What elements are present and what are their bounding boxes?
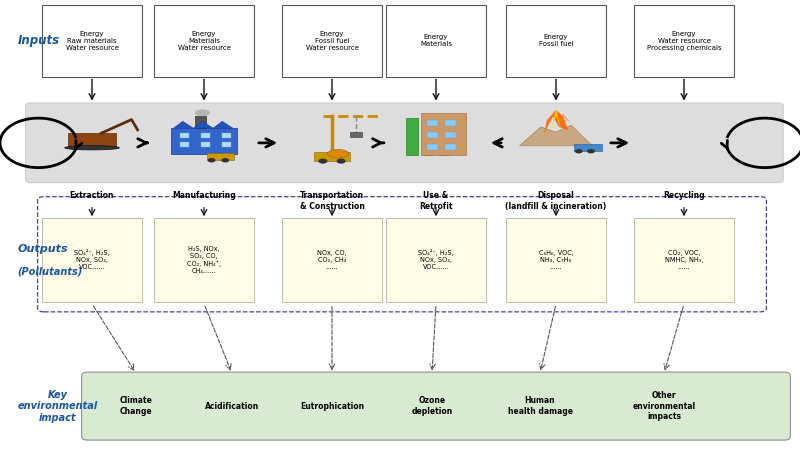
FancyBboxPatch shape xyxy=(386,218,486,302)
Polygon shape xyxy=(551,108,561,130)
Text: Energy
Materials
Water resource: Energy Materials Water resource xyxy=(178,31,230,50)
FancyBboxPatch shape xyxy=(180,142,189,147)
FancyBboxPatch shape xyxy=(445,121,456,126)
Text: Inputs: Inputs xyxy=(18,34,60,47)
FancyBboxPatch shape xyxy=(154,4,254,76)
FancyBboxPatch shape xyxy=(154,218,254,302)
FancyBboxPatch shape xyxy=(282,4,382,76)
Ellipse shape xyxy=(327,149,349,158)
Text: Human
health damage: Human health damage xyxy=(507,396,573,416)
FancyBboxPatch shape xyxy=(222,133,231,139)
FancyBboxPatch shape xyxy=(445,132,456,139)
FancyBboxPatch shape xyxy=(427,144,438,150)
Polygon shape xyxy=(519,125,593,146)
FancyBboxPatch shape xyxy=(439,118,451,156)
FancyBboxPatch shape xyxy=(506,4,606,76)
FancyBboxPatch shape xyxy=(201,142,210,147)
Circle shape xyxy=(587,149,595,153)
FancyBboxPatch shape xyxy=(222,142,231,147)
Text: Climate
Change: Climate Change xyxy=(119,396,153,416)
Ellipse shape xyxy=(195,109,210,116)
FancyBboxPatch shape xyxy=(170,128,238,154)
Text: C₆H₆, VOC,
NH₃, C₇H₈
......: C₆H₆, VOC, NH₃, C₇H₈ ...... xyxy=(538,250,574,270)
Text: Energy
Materials: Energy Materials xyxy=(420,34,452,47)
FancyBboxPatch shape xyxy=(445,144,456,150)
Polygon shape xyxy=(194,121,213,128)
Polygon shape xyxy=(174,121,194,128)
Circle shape xyxy=(208,158,215,162)
FancyBboxPatch shape xyxy=(26,103,783,183)
Circle shape xyxy=(337,158,346,164)
Text: SO₄²⁻, H₂S,
NOx, SO₂,
VOC......: SO₄²⁻, H₂S, NOx, SO₂, VOC...... xyxy=(74,249,110,270)
Text: Energy
Raw materials
Water resource: Energy Raw materials Water resource xyxy=(66,31,118,50)
Text: Use &
Retrofit: Use & Retrofit xyxy=(419,191,453,211)
Circle shape xyxy=(318,158,327,164)
Polygon shape xyxy=(213,121,233,128)
Text: Manufacturing: Manufacturing xyxy=(172,191,236,200)
FancyBboxPatch shape xyxy=(282,218,382,302)
FancyBboxPatch shape xyxy=(314,152,350,161)
FancyBboxPatch shape xyxy=(42,218,142,302)
FancyBboxPatch shape xyxy=(82,372,790,440)
Circle shape xyxy=(222,158,230,162)
FancyBboxPatch shape xyxy=(421,113,466,156)
Text: NOx, CO,
CO₂, CH₄
......: NOx, CO, CO₂, CH₄ ...... xyxy=(317,250,347,270)
Text: Energy
Water resource
Processing chemicals: Energy Water resource Processing chemica… xyxy=(646,31,722,50)
Text: Energy
Fossil fuel
Water resource: Energy Fossil fuel Water resource xyxy=(306,31,358,50)
Circle shape xyxy=(575,149,582,153)
Text: CO₂, VOC,
NMHC, NH₃,
......: CO₂, VOC, NMHC, NH₃, ...... xyxy=(665,250,703,270)
FancyBboxPatch shape xyxy=(201,133,210,139)
FancyBboxPatch shape xyxy=(350,132,362,137)
FancyBboxPatch shape xyxy=(427,132,438,139)
Text: Disposal
(landfill & incineration): Disposal (landfill & incineration) xyxy=(506,191,606,211)
Text: Recycling: Recycling xyxy=(663,191,705,200)
Text: Eutrophication: Eutrophication xyxy=(300,401,364,410)
FancyBboxPatch shape xyxy=(207,153,234,160)
Text: Energy
Fossil fuel: Energy Fossil fuel xyxy=(538,34,574,47)
FancyBboxPatch shape xyxy=(180,133,189,139)
Text: Extraction: Extraction xyxy=(70,191,114,200)
FancyBboxPatch shape xyxy=(42,4,142,76)
Text: Other
environmental
impacts: Other environmental impacts xyxy=(633,391,695,421)
FancyBboxPatch shape xyxy=(422,118,434,156)
FancyBboxPatch shape xyxy=(386,4,486,76)
Text: H₂S, NOx,
SO₂, CO,
CO₂, NH₄⁺,
CH₄......: H₂S, NOx, SO₂, CO, CO₂, NH₄⁺, CH₄...... xyxy=(187,246,221,274)
FancyBboxPatch shape xyxy=(506,218,606,302)
Text: Acidification: Acidification xyxy=(205,401,259,410)
FancyBboxPatch shape xyxy=(195,116,206,128)
Text: Key
environmental
impact: Key environmental impact xyxy=(18,390,98,423)
Text: (Pollutants): (Pollutants) xyxy=(18,266,83,276)
Text: Transportation
& Construction: Transportation & Construction xyxy=(299,191,365,211)
FancyBboxPatch shape xyxy=(574,144,602,151)
Text: Outputs: Outputs xyxy=(18,243,68,254)
Text: SO₄²⁻, H₂S,
NOx, SO₂,
VOC......: SO₄²⁻, H₂S, NOx, SO₂, VOC...... xyxy=(418,249,454,270)
FancyBboxPatch shape xyxy=(406,118,418,156)
FancyBboxPatch shape xyxy=(427,121,438,126)
FancyBboxPatch shape xyxy=(634,4,734,76)
Polygon shape xyxy=(544,110,571,134)
Ellipse shape xyxy=(65,146,119,150)
Text: Ozone
depletion: Ozone depletion xyxy=(411,396,453,416)
FancyBboxPatch shape xyxy=(68,133,116,147)
FancyBboxPatch shape xyxy=(634,218,734,302)
